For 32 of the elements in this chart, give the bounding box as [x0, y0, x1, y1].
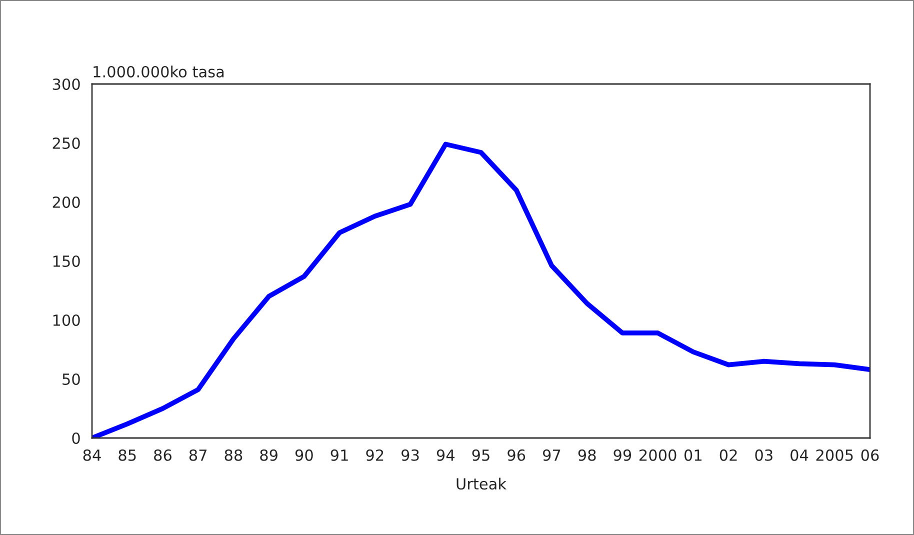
y-tick-label: 50 [62, 373, 80, 386]
x-tick-label: 04 [790, 449, 808, 461]
x-tick-label: 84 [83, 449, 101, 461]
x-tick-label: 86 [154, 449, 172, 461]
x-tick-label: 90 [295, 449, 313, 461]
x-tick-label: 2005 [816, 449, 853, 461]
x-tick-label: 01 [684, 449, 702, 461]
x-tick-label: 89 [260, 449, 278, 461]
x-tick-label: 88 [224, 449, 242, 461]
y-tick-label: 300 [52, 78, 80, 90]
y-tick-label: 150 [53, 255, 80, 268]
x-tick-label: 2000 [639, 449, 676, 461]
x-tick-label: 03 [755, 449, 772, 461]
x-tick-label: 06 [861, 449, 879, 461]
x-tick-label: 94 [436, 449, 454, 461]
y-tick-label: 0 [72, 432, 80, 444]
y-tick-label: 100 [53, 314, 80, 326]
x-tick-label: 96 [508, 449, 526, 461]
x-axis-title: Urteak [456, 478, 506, 490]
y-axis-title: 1.000.000ko tasa [94, 66, 224, 78]
x-tick-label: 95 [472, 449, 490, 461]
x-tick-label: 98 [578, 449, 596, 461]
x-tick-label: 02 [720, 449, 737, 461]
x-tick-label: 99 [614, 449, 632, 461]
x-tick-label: 91 [330, 449, 348, 461]
x-tick-label: 92 [366, 449, 384, 461]
x-tick-label: 85 [118, 449, 136, 461]
x-tick-label: 93 [402, 449, 419, 461]
x-tick-label: 87 [189, 449, 207, 461]
x-tick-label: 97 [542, 449, 560, 461]
y-tick-label: 250 [52, 137, 80, 150]
y-tick-label: 200 [52, 196, 80, 208]
